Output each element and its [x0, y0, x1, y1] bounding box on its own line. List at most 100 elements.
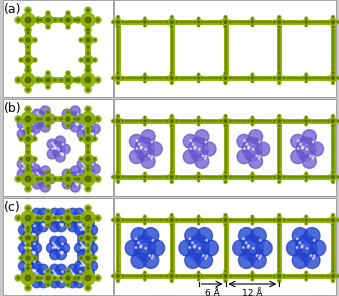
Circle shape	[77, 19, 80, 21]
Circle shape	[25, 215, 31, 221]
Circle shape	[39, 78, 43, 82]
Circle shape	[78, 176, 81, 179]
Circle shape	[60, 217, 62, 219]
Circle shape	[273, 20, 276, 24]
Circle shape	[20, 122, 23, 125]
Circle shape	[189, 231, 194, 237]
Circle shape	[90, 228, 93, 231]
Circle shape	[47, 114, 49, 115]
Circle shape	[190, 148, 192, 149]
Circle shape	[46, 184, 48, 186]
Circle shape	[73, 117, 77, 121]
Circle shape	[22, 123, 23, 124]
Circle shape	[83, 253, 93, 263]
Circle shape	[326, 176, 330, 178]
Circle shape	[194, 21, 196, 23]
Circle shape	[34, 270, 36, 272]
Circle shape	[60, 243, 69, 253]
Ellipse shape	[243, 137, 262, 161]
Circle shape	[299, 242, 301, 244]
Circle shape	[244, 140, 245, 141]
Circle shape	[176, 275, 177, 277]
Circle shape	[23, 125, 25, 127]
Circle shape	[152, 155, 153, 157]
Circle shape	[66, 283, 70, 287]
Circle shape	[229, 274, 232, 278]
Circle shape	[171, 26, 173, 28]
Circle shape	[40, 275, 41, 277]
Circle shape	[131, 252, 147, 268]
Circle shape	[73, 219, 75, 221]
Circle shape	[140, 120, 142, 122]
Circle shape	[33, 271, 35, 272]
Circle shape	[183, 150, 197, 164]
Circle shape	[86, 58, 90, 62]
Circle shape	[40, 219, 41, 221]
Circle shape	[117, 21, 119, 23]
Circle shape	[252, 133, 256, 137]
Circle shape	[336, 176, 339, 178]
Circle shape	[32, 225, 41, 235]
Circle shape	[52, 275, 54, 276]
Circle shape	[89, 271, 91, 272]
Circle shape	[82, 226, 83, 228]
Circle shape	[41, 215, 52, 225]
Circle shape	[252, 117, 253, 118]
Circle shape	[197, 25, 200, 27]
Circle shape	[198, 81, 199, 82]
Circle shape	[259, 141, 260, 143]
Circle shape	[69, 118, 71, 119]
Circle shape	[242, 231, 247, 237]
Circle shape	[147, 231, 152, 237]
Circle shape	[26, 157, 30, 161]
Circle shape	[20, 162, 23, 165]
Circle shape	[28, 128, 29, 130]
Circle shape	[192, 242, 193, 244]
Circle shape	[86, 144, 90, 148]
Circle shape	[248, 147, 250, 149]
Circle shape	[47, 171, 49, 173]
Circle shape	[87, 234, 90, 237]
Circle shape	[30, 164, 40, 174]
Circle shape	[74, 208, 84, 218]
Circle shape	[33, 126, 36, 130]
Circle shape	[183, 134, 197, 148]
Circle shape	[297, 148, 299, 149]
Circle shape	[61, 253, 63, 254]
Circle shape	[67, 72, 69, 74]
Circle shape	[195, 120, 196, 122]
Circle shape	[93, 126, 96, 130]
Circle shape	[148, 142, 162, 156]
Circle shape	[336, 274, 339, 278]
Circle shape	[176, 21, 177, 23]
Circle shape	[117, 26, 119, 28]
Circle shape	[250, 274, 255, 279]
Circle shape	[259, 258, 260, 259]
Circle shape	[255, 77, 257, 79]
Circle shape	[34, 237, 36, 239]
Circle shape	[143, 228, 159, 244]
Circle shape	[283, 275, 285, 277]
Circle shape	[26, 243, 30, 247]
Circle shape	[40, 277, 42, 279]
Circle shape	[175, 274, 178, 278]
Circle shape	[20, 138, 22, 140]
Circle shape	[39, 117, 43, 121]
Circle shape	[117, 115, 119, 117]
Circle shape	[63, 15, 73, 25]
Circle shape	[79, 157, 83, 161]
Ellipse shape	[36, 272, 40, 275]
Circle shape	[198, 275, 200, 277]
Circle shape	[273, 119, 276, 123]
Circle shape	[225, 73, 226, 74]
Circle shape	[86, 65, 90, 69]
Circle shape	[185, 228, 201, 244]
Circle shape	[27, 229, 28, 230]
Circle shape	[225, 271, 226, 272]
Circle shape	[36, 118, 39, 120]
Circle shape	[89, 225, 91, 226]
Circle shape	[247, 77, 250, 79]
Circle shape	[32, 233, 34, 235]
Circle shape	[77, 114, 79, 115]
Circle shape	[276, 118, 283, 125]
